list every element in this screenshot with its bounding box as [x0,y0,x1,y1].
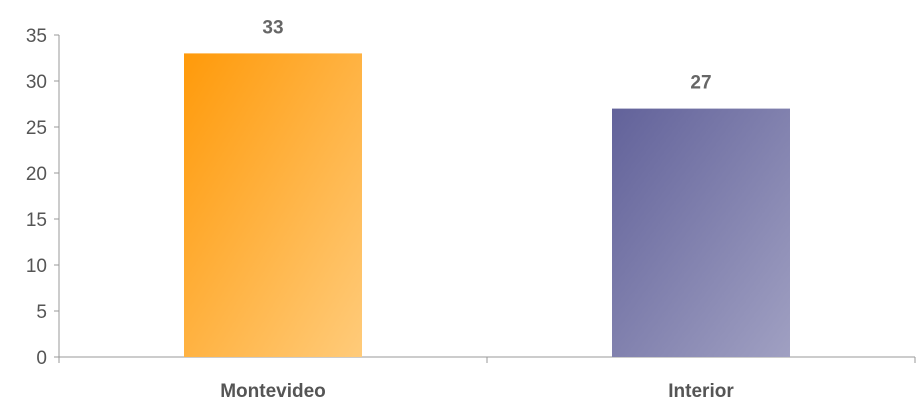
bar-interior [612,108,790,357]
y-tick-label: 0 [36,348,47,369]
y-tick-label: 10 [26,256,47,277]
y-tick-label: 20 [26,164,47,185]
bars [184,53,790,358]
y-tick-label: 5 [36,302,47,323]
y-tick-label: 30 [26,72,47,93]
y-tick-label: 35 [26,26,47,47]
y-tick-label: 15 [26,210,47,231]
category-label: Interior [668,381,734,402]
data-label: 27 [690,73,711,94]
data-label: 33 [262,17,283,38]
y-tick-label: 25 [26,118,47,139]
bar-montevideo [184,53,362,358]
labels: 33 Montevideo 27 Interior [220,17,734,402]
category-label: Montevideo [220,381,326,402]
